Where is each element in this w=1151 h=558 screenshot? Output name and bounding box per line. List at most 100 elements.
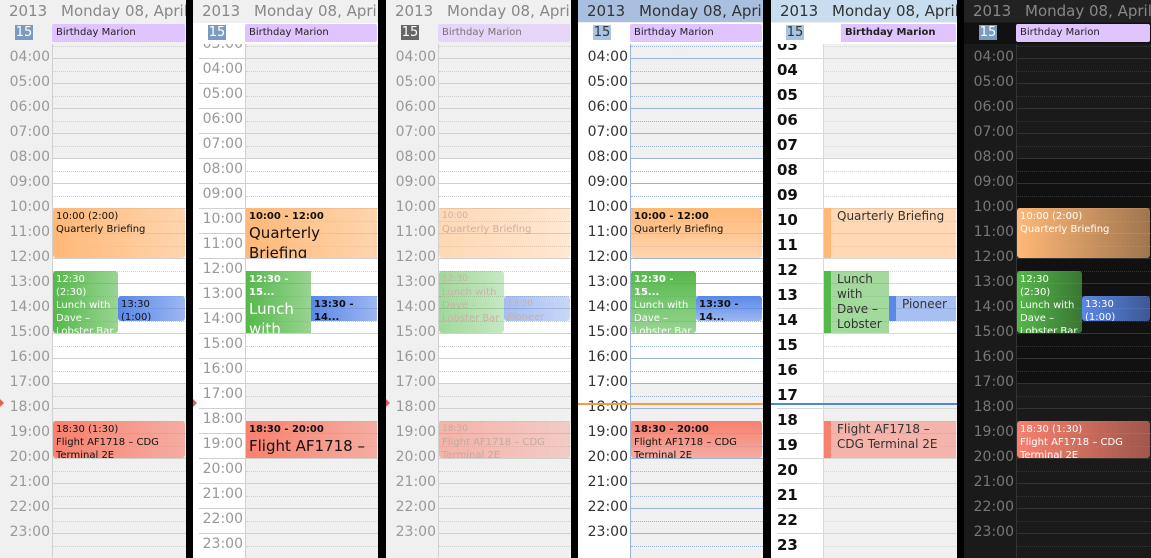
hour-line [246,133,378,134]
hour-label: 23:00 [587,524,628,540]
all-day-event[interactable]: Birthday Marion [52,24,185,42]
hour-label: 22:00 [973,499,1014,515]
half-hour-line [439,470,571,472]
half-hour-line [246,145,378,147]
hour-line [53,458,186,459]
week-number-badge[interactable]: 15 [786,25,804,40]
event-pioneer[interactable]: 13:30 (1:00)Pioneer [118,295,185,321]
date-label[interactable]: Monday 08, April [61,2,186,20]
week-number-badge[interactable]: 15 [979,25,997,40]
event-lunch[interactable]: 12:30 Lunch with Dave – Lobster Bar [439,270,504,333]
time-grid[interactable]: 03:0004:0005:0006:0007:0008:0009:0010:00… [578,44,763,558]
hour-label: 09:00 [395,174,436,190]
hour-line [631,408,763,409]
hour-line [53,283,186,284]
half-hour-line [631,370,763,372]
event-lunch[interactable]: 12:30 (2:30) Lunch with Dave – Lobster Ba… [53,270,118,333]
time-grid[interactable]: 03:0004:0005:0006:0007:0008:0009:0010:00… [386,44,571,558]
hour-line [1017,133,1151,134]
event-flight[interactable]: 18:30 (1:30) Flight AF1718 – CDG Terminal… [53,420,185,458]
half-hour-line [824,395,957,397]
event-lunch[interactable]: 12:30 - 15...Lunch with Dave – Lobster B… [246,270,311,333]
event-flight[interactable]: 18:30 (1:30) Flight AF1718 – CDG Terminal… [1017,420,1150,458]
hour-line [439,508,571,509]
hour-line [1017,258,1151,259]
event-quarterly-briefing[interactable]: Quarterly Briefing [824,208,956,258]
event-lunch[interactable]: Lunch with Dave – Lobster Bar [824,270,889,333]
week-number-badge[interactable]: 15 [208,25,226,40]
time-grid[interactable]: 03 04 05 06 07 08 09 10 11 12 13 14 15 16 17 18 19 20 21 22… [771,44,957,558]
week-number-badge[interactable]: 15 [401,25,419,40]
date-label[interactable]: Monday 08, April [639,2,763,20]
date-label[interactable]: Monday 08, April [832,2,957,20]
all-day-event[interactable]: Birthday Marion [438,24,570,42]
date-label[interactable]: Monday 08, April [1025,2,1151,20]
event-flight[interactable]: 18:30 Flight AF1718 – CDG Terminal 2E [439,420,570,458]
half-hour-line [246,320,378,322]
event-pioneer[interactable]: 13:30 - 14...Pioneer [696,295,762,321]
event-pioneer[interactable]: 13:30 - 14...Pioneer [311,295,377,321]
day-column[interactable]: 10:00 - 12:00 Quarterly Briefing 12:30 - 1… [630,44,763,558]
date-label[interactable]: Monday 08, April [254,2,378,20]
event-lunch[interactable]: 12:30 (2:30) Lunch with Dave – Lobster Ba… [1017,270,1082,333]
hour-line [1017,58,1151,59]
week-number-badge[interactable]: 15 [593,25,611,40]
event-quarterly-briefing[interactable]: 10:00 - 12:00 Quarterly Briefing [246,208,377,258]
hour-line [53,483,186,484]
hour-line [777,133,823,134]
hour-line [777,83,823,84]
half-hour-line [631,70,763,72]
hour-line [631,358,763,359]
hour-label: 21:00 [587,474,628,490]
hour-line [631,58,763,59]
all-day-event[interactable]: Birthday Marion [245,24,377,42]
hour-line [246,58,378,59]
half-hour-line [246,95,378,97]
half-hour-line [1017,170,1151,172]
hour-line [246,108,378,109]
half-hour-line [1017,520,1151,522]
day-column[interactable]: 10:00 Quarterly Briefing 12:30 Lunch with D… [438,44,571,558]
current-time-line [578,403,763,405]
half-hour-line [631,520,763,522]
hour-label: 21:00 [9,474,50,490]
half-hour-line [1017,545,1151,547]
hour-line [824,408,957,409]
hour-line [246,333,378,334]
event-quarterly-briefing[interactable]: 10:00 (2:00) Quarterly Briefing [53,208,185,258]
half-hour-line [1017,495,1151,497]
event-quarterly-briefing[interactable]: 10:00 Quarterly Briefing [439,208,570,258]
hour-line [53,83,186,84]
day-column[interactable]: 10:00 (2:00) Quarterly Briefing 12:30 (2:3… [52,44,186,558]
event-time: 10:00 - 12:00 [249,211,324,222]
time-grid[interactable]: 03:0004:0005:0006:0007:0008:0009:0010:00… [0,44,186,558]
hour-line [439,408,571,409]
event-flight[interactable]: Flight AF1718 – CDG Terminal 2E [824,420,956,458]
event-lunch[interactable]: 12:30 - 15...Lunch with Dave – Lobster B… [631,270,696,333]
hour-label: 06:00 [587,99,628,115]
day-column[interactable]: 10:00 (2:00) Quarterly Briefing 12:30 (2:3… [1016,44,1151,558]
week-number-badge[interactable]: 15 [15,25,33,40]
event-quarterly-briefing[interactable]: 10:00 (2:00) Quarterly Briefing [1017,208,1150,258]
day-column[interactable]: Quarterly Briefing Lunch with Dave – Lobs… [823,44,957,558]
date-label[interactable]: Monday 08, April [447,2,571,20]
half-hour-line [53,395,186,397]
time-grid[interactable]: 03:0004:0005:0006:0007:0008:0009:0010:00… [964,44,1151,558]
half-hour-line [53,320,186,322]
hour-label: 05:00 [395,74,436,90]
all-day-event[interactable]: Birthday Marion [833,24,956,42]
event-time: 12:30 - 15... [249,273,289,298]
half-hour-line [439,545,571,547]
all-day-event[interactable]: Birthday Marion [1016,24,1150,42]
event-pioneer[interactable]: 13:30 (1:00)Pioneer [1082,295,1150,321]
hour-line [631,483,763,484]
event-pioneer[interactable]: 13:30 Pioneer [504,295,570,321]
all-day-event[interactable]: Birthday Marion [630,24,762,42]
event-quarterly-briefing[interactable]: 10:00 - 12:00 Quarterly Briefing [631,208,762,258]
hour-label: 17:00 [202,386,243,402]
day-column[interactable]: 10:00 - 12:00 Quarterly Briefing 12:30 - 1… [245,44,378,558]
event-pioneer[interactable]: Pioneer [889,295,956,321]
